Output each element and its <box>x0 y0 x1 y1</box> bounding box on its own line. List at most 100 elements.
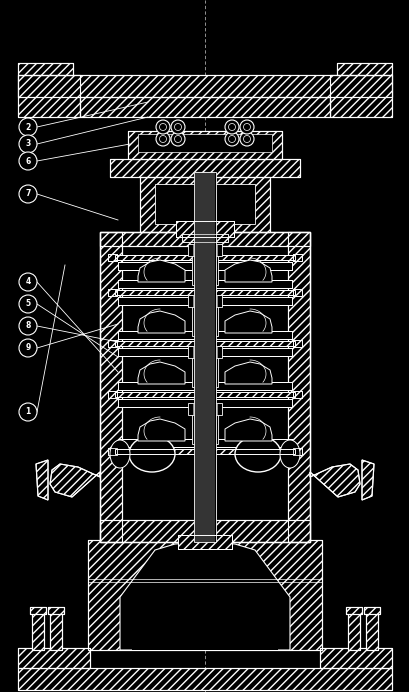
Bar <box>345 607 361 614</box>
Bar <box>32 612 44 650</box>
Bar <box>118 331 291 339</box>
Bar <box>188 295 221 307</box>
Polygon shape <box>138 419 184 441</box>
Polygon shape <box>138 362 184 384</box>
Bar <box>100 232 122 542</box>
Bar <box>115 341 294 346</box>
Bar <box>178 535 231 549</box>
Bar <box>108 254 117 261</box>
Text: 2: 2 <box>25 122 31 131</box>
Bar <box>108 289 117 296</box>
Bar <box>100 232 122 542</box>
Circle shape <box>239 132 254 146</box>
Bar <box>108 340 117 347</box>
Polygon shape <box>120 542 289 650</box>
Bar <box>292 340 301 347</box>
Bar <box>196 360 213 384</box>
Bar <box>139 177 270 232</box>
Bar <box>347 612 359 650</box>
Bar <box>193 244 216 256</box>
Bar <box>30 607 46 614</box>
Bar <box>292 448 301 455</box>
Circle shape <box>19 403 37 421</box>
Bar <box>115 255 294 260</box>
Polygon shape <box>36 460 48 500</box>
Bar <box>118 262 291 270</box>
Bar <box>365 612 377 650</box>
Bar <box>178 535 231 549</box>
Bar <box>108 289 117 296</box>
Bar <box>193 295 216 307</box>
Bar <box>18 648 90 668</box>
Bar <box>18 668 391 690</box>
Circle shape <box>174 123 181 131</box>
Bar <box>118 399 291 407</box>
Text: 7: 7 <box>25 190 31 199</box>
Bar <box>32 612 44 650</box>
Bar <box>115 290 294 295</box>
Circle shape <box>19 339 37 357</box>
Bar <box>18 75 80 117</box>
Bar <box>115 392 294 397</box>
Text: 1: 1 <box>25 408 31 417</box>
Bar <box>182 234 227 242</box>
Polygon shape <box>225 362 271 384</box>
Bar <box>110 159 299 177</box>
Bar <box>287 232 309 542</box>
Circle shape <box>171 120 184 134</box>
Polygon shape <box>309 464 359 497</box>
Circle shape <box>174 136 181 143</box>
Bar <box>18 668 391 690</box>
Polygon shape <box>225 260 271 282</box>
Bar <box>196 309 213 333</box>
Circle shape <box>228 123 235 131</box>
Ellipse shape <box>234 436 280 472</box>
Circle shape <box>171 132 184 146</box>
Bar <box>100 232 309 246</box>
Ellipse shape <box>279 440 299 468</box>
Bar <box>347 612 359 650</box>
Bar <box>196 417 213 441</box>
Text: 3: 3 <box>25 140 31 149</box>
Bar <box>193 172 216 542</box>
Bar <box>18 648 90 668</box>
Bar <box>115 449 294 454</box>
Circle shape <box>159 123 166 131</box>
Circle shape <box>19 135 37 153</box>
Bar <box>191 255 218 285</box>
Bar <box>345 607 361 614</box>
Ellipse shape <box>129 436 175 472</box>
Circle shape <box>19 295 37 313</box>
Polygon shape <box>132 550 277 650</box>
Bar <box>100 232 309 542</box>
Bar <box>191 357 218 387</box>
Bar <box>175 221 234 237</box>
Bar <box>196 258 213 282</box>
Text: 8: 8 <box>25 322 31 331</box>
Bar <box>18 75 80 117</box>
Bar <box>108 448 117 455</box>
Bar <box>88 540 321 650</box>
Circle shape <box>19 185 37 203</box>
Bar <box>88 540 321 650</box>
Bar <box>292 391 301 398</box>
Circle shape <box>243 123 250 131</box>
Polygon shape <box>225 419 271 441</box>
Polygon shape <box>138 260 184 282</box>
Bar <box>108 391 117 398</box>
Bar <box>292 254 301 261</box>
Text: 6: 6 <box>25 156 31 165</box>
Bar <box>108 254 117 261</box>
Circle shape <box>19 118 37 136</box>
Bar <box>108 448 117 455</box>
Bar <box>108 391 117 398</box>
Bar <box>319 648 391 668</box>
Text: 9: 9 <box>25 343 31 352</box>
Bar <box>108 340 117 347</box>
Circle shape <box>225 120 238 134</box>
Bar <box>191 306 218 336</box>
Circle shape <box>239 120 254 134</box>
Bar <box>118 348 291 356</box>
Bar <box>115 449 294 454</box>
Ellipse shape <box>110 440 130 468</box>
